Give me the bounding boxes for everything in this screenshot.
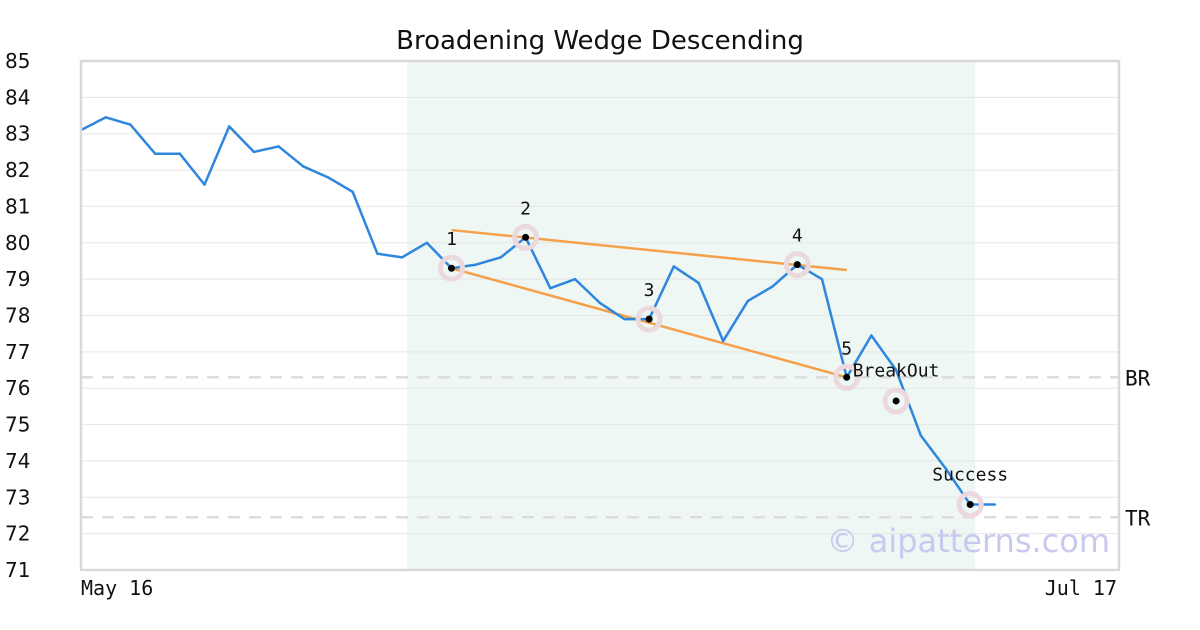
- data-point: [919, 434, 922, 437]
- pattern-point-label: 1: [446, 229, 457, 250]
- y-tick-label: 80: [5, 231, 30, 255]
- y-tick-label: 84: [5, 85, 30, 109]
- data-point: [104, 116, 107, 119]
- data-point: [228, 125, 231, 128]
- pattern-marker-ring: [783, 251, 811, 279]
- data-point: [252, 150, 256, 154]
- y-tick-label: 79: [5, 267, 30, 291]
- y-tick-label: 81: [5, 194, 30, 218]
- pattern-point-label: 5: [841, 338, 852, 359]
- reference-label-tr: TR: [1125, 506, 1151, 530]
- data-point: [697, 281, 700, 284]
- pattern-marker-dot: [966, 501, 974, 509]
- data-point: [771, 285, 774, 288]
- trend-line-upper: [451, 228, 847, 272]
- y-tick-label: 71: [5, 558, 30, 582]
- data-point: [746, 299, 750, 303]
- pattern-marker-ring: [956, 491, 984, 519]
- pattern-markers: [438, 223, 984, 519]
- data-point: [993, 503, 997, 506]
- data-point: [573, 277, 577, 281]
- annotation-label: BreakOut: [853, 360, 940, 381]
- pattern-marker-dot: [522, 233, 530, 241]
- y-tick-label: 83: [5, 122, 30, 146]
- y-axis-ticks: 71 72 73 74 75 76 77 78 79 80 81 82 83 84 85: [5, 49, 30, 582]
- pattern-marker-dot: [793, 261, 801, 269]
- pattern-point-label: 4: [792, 226, 803, 247]
- data-point: [351, 190, 354, 194]
- grid-lines: [81, 96, 1119, 535]
- watermark: © aipatterns.com: [827, 522, 1110, 560]
- data-point: [153, 152, 157, 155]
- pattern-marker-ring: [438, 254, 465, 282]
- data-point: [722, 339, 725, 343]
- data-point: [598, 301, 601, 304]
- y-tick-label: 74: [5, 449, 30, 473]
- data-point: [203, 183, 206, 186]
- y-tick-label: 77: [5, 340, 30, 364]
- data-point: [623, 317, 626, 321]
- trend-lines: [451, 228, 848, 379]
- pattern-marker-dot: [448, 264, 455, 272]
- series-line: [80, 116, 995, 506]
- data-point: [475, 263, 478, 266]
- data-point: [549, 287, 552, 290]
- data-point: [178, 152, 181, 155]
- y-tick-label: 76: [5, 376, 30, 400]
- pattern-marker-dot: [892, 397, 900, 405]
- data-point: [376, 252, 379, 255]
- data-point: [302, 165, 305, 168]
- data-point: [672, 265, 675, 268]
- data-point: [820, 277, 824, 281]
- trend-line-lower: [451, 267, 848, 379]
- reference-label-br: BR: [1125, 366, 1151, 390]
- y-tick-label: 82: [5, 158, 30, 182]
- y-tick-label: 73: [5, 485, 30, 509]
- pattern-point-label: 2: [520, 198, 531, 219]
- pattern-marker-ring: [833, 363, 861, 391]
- y-tick-label: 85: [5, 49, 30, 73]
- data-point: [894, 368, 898, 372]
- pattern-marker-ring: [512, 223, 540, 251]
- chart-title: Broadening Wedge Descending: [396, 26, 804, 56]
- y-tick-label: 72: [5, 522, 30, 546]
- data-point: [400, 256, 404, 259]
- data-point: [870, 334, 873, 337]
- pattern-point-label: 3: [644, 280, 655, 301]
- x-tick-label: May 16: [81, 576, 153, 600]
- pattern-marker-dot: [645, 315, 653, 323]
- data-point: [944, 467, 947, 470]
- pattern-marker-ring: [635, 305, 663, 333]
- data-point: [499, 256, 503, 259]
- x-axis-ticks: May 16 Jul 17: [81, 576, 1117, 600]
- pattern-marker-ring: [882, 387, 910, 415]
- y-tick-label: 78: [5, 304, 30, 328]
- x-tick-label: Jul 17: [1045, 576, 1117, 600]
- annotation-label: Success: [932, 465, 1008, 486]
- y-tick-label: 75: [5, 413, 30, 437]
- data-point: [425, 241, 428, 244]
- price-series: [79, 116, 997, 506]
- pattern-marker-dot: [843, 373, 851, 381]
- data-point: [277, 145, 280, 148]
- reference-lines: BR TR: [81, 366, 1151, 530]
- data-point: [326, 176, 330, 179]
- data-point: [129, 123, 132, 126]
- plot-frame: [79, 59, 1121, 572]
